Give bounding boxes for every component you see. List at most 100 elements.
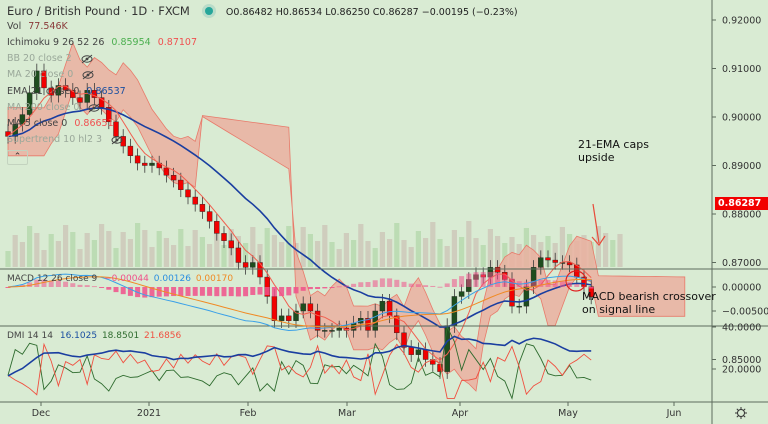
candle-bearish: [70, 90, 76, 98]
macd-histogram-bar: [401, 281, 407, 287]
volume-bar: [106, 231, 112, 267]
volume-bar: [401, 240, 407, 267]
price-tick-label: 0.89000: [722, 161, 761, 172]
volume-bar: [120, 232, 126, 267]
volume-bar: [487, 229, 493, 267]
candle-bullish: [444, 325, 450, 372]
candle-bearish: [77, 97, 83, 103]
hidden-eye-icon[interactable]: [81, 54, 93, 64]
price-tick-label: 0.88000: [722, 210, 761, 221]
candle-bullish: [516, 305, 522, 308]
volume-bar: [451, 230, 457, 267]
macd-histogram-bar: [264, 287, 270, 296]
volume-bar: [48, 234, 54, 267]
candle-bearish: [545, 257, 551, 261]
legend-bb[interactable]: BB 20 close 2: [7, 53, 93, 64]
volume-bar: [394, 223, 400, 267]
macd-histogram-bar: [192, 287, 198, 296]
legend-ma200[interactable]: MA 200 close 0: [7, 102, 100, 113]
hidden-eye-icon[interactable]: [82, 70, 94, 80]
candle-bearish: [48, 87, 54, 96]
candle-bearish: [271, 296, 278, 321]
candle-bearish: [91, 90, 98, 98]
macd-histogram-bar: [214, 287, 220, 297]
legend-ma5[interactable]: MA 5 close 0 0.86651: [7, 118, 114, 129]
legend-label: Ichimoku 9 26 52 26: [7, 37, 105, 48]
volume-bar: [372, 248, 378, 267]
hidden-eye-icon[interactable]: [88, 103, 100, 113]
symbol-title[interactable]: Euro / British Pound · 1D · FXCM: [7, 4, 190, 18]
legend-value: 0.87107: [157, 37, 198, 48]
macd-histogram-bar: [531, 280, 537, 287]
volume-bar: [495, 236, 501, 267]
volume-bar: [423, 238, 429, 267]
legend-ichimoku[interactable]: Ichimoku 9 26 52 26 0.85954 0.87107: [7, 37, 197, 48]
volume-bar: [387, 239, 393, 267]
macd-histogram-bar: [459, 276, 465, 287]
macd-histogram-bar: [372, 280, 378, 287]
volume-bar: [192, 230, 198, 267]
collapse-legend-button[interactable]: ⌃: [7, 150, 28, 165]
macd-histogram-bar: [91, 286, 97, 288]
macd-histogram-bar: [415, 284, 421, 287]
volume-bar: [127, 239, 133, 267]
macd-histogram-bar: [307, 287, 313, 290]
legend-value: 0.85954: [111, 37, 151, 48]
legend-label: MA 20 close 0: [7, 69, 74, 80]
macd-histogram-bar: [63, 281, 69, 287]
volume-bar: [178, 229, 184, 267]
macd-histogram-bar: [343, 285, 349, 287]
volume-bar: [243, 243, 249, 267]
volume-bar: [343, 233, 349, 267]
macd-histogram-bar: [163, 287, 169, 297]
macd-histogram-bar: [120, 287, 126, 295]
macd-histogram-bar: [430, 285, 436, 287]
candle-bearish: [401, 332, 407, 348]
macd-histogram-bar: [106, 287, 112, 290]
down-arrow-annotation: [591, 203, 606, 246]
price-tick-label: 0.92000: [722, 16, 761, 27]
annotation-line: 21-EMA caps: [578, 138, 649, 151]
candle-bearish: [494, 267, 501, 273]
macd-histogram-bar: [538, 279, 544, 287]
candle-bearish: [552, 259, 558, 263]
volume-bar: [466, 221, 472, 267]
volume-bar: [595, 226, 601, 267]
legend-value: −0.00044: [104, 274, 149, 284]
volume-bar: [55, 241, 61, 267]
macd-histogram-bar: [387, 278, 393, 287]
settings-button[interactable]: [734, 405, 748, 419]
legend-macd[interactable]: MACD 12 26 close 9 −0.00044 0.00126 0.00…: [7, 274, 233, 284]
macd-tick-label: 0.00000: [722, 283, 761, 294]
time-tick-label: Apr: [452, 408, 469, 419]
volume-bar: [163, 238, 169, 267]
macd-histogram-bar: [55, 280, 61, 287]
hidden-eye-icon[interactable]: [111, 135, 123, 145]
candle-bearish: [307, 303, 314, 312]
time-tick-label: 2021: [137, 408, 161, 419]
legend-dmi[interactable]: DMI 14 14 16.1025 18.8501 21.6856: [7, 331, 181, 341]
current-price-label: 0.86287: [715, 197, 768, 210]
price-tick-label: 0.85000: [722, 355, 761, 366]
candle-bearish: [422, 349, 429, 360]
ohlc-low: L0.86250: [325, 7, 370, 18]
legend-volume[interactable]: Vol 77.546K: [7, 21, 68, 32]
macd-histogram-bar: [437, 286, 443, 288]
volume-bar: [358, 224, 364, 267]
volume-bar: [84, 233, 90, 267]
volume-bar: [365, 241, 371, 267]
candle-bearish: [127, 145, 134, 157]
legend-supertrend[interactable]: Supertrend 10 hl2 3: [7, 134, 123, 145]
volume-bar: [156, 231, 162, 267]
volume-bar: [379, 232, 385, 267]
macd-histogram-bar: [559, 281, 565, 287]
volume-bar: [63, 225, 69, 267]
legend-ma20[interactable]: MA 20 close 0: [7, 69, 94, 80]
legend-ema21[interactable]: EMA 21 close 0 0.86537: [7, 86, 126, 97]
volume-bar: [185, 246, 191, 267]
candle-bearish: [386, 301, 393, 317]
candle-bearish: [142, 162, 148, 166]
volume-bar: [329, 242, 335, 267]
macd-histogram-bar: [322, 287, 328, 289]
